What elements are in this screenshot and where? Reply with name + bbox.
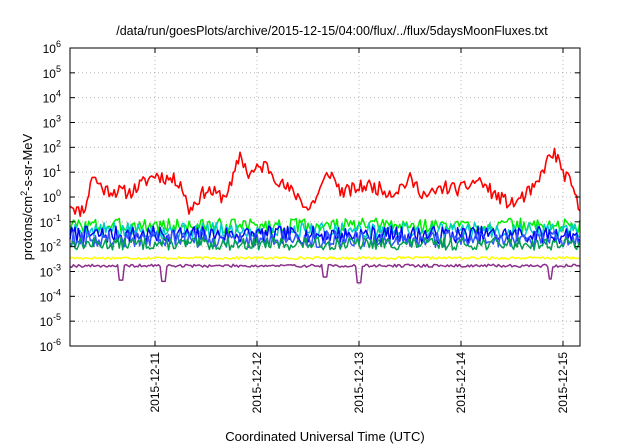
y-tick-label: 10-3 <box>40 263 61 280</box>
y-tick-base: 10 <box>43 42 57 56</box>
y-tick-label: 102 <box>43 138 61 155</box>
y-axis-title-part-1: protons/cm <box>20 196 35 260</box>
y-tick-label: 10-2 <box>40 238 61 255</box>
y-tick-label: 10-5 <box>40 312 61 329</box>
y-tick-base: 10 <box>40 290 54 304</box>
series-line-0 <box>69 147 581 217</box>
y-tick-exponent: 1 <box>56 163 61 173</box>
y-tick-label: 105 <box>43 64 61 81</box>
y-tick-label: 104 <box>43 89 61 106</box>
x-axis-title: Coordinated Universal Time (UTC) <box>225 429 424 444</box>
y-tick-base: 10 <box>40 266 54 280</box>
series-line-6 <box>69 256 581 260</box>
x-axis: 2015-12-11 2015-12-12 2015-12-13 2015-12-14… <box>148 48 570 413</box>
series-line-7 <box>69 263 581 284</box>
x-tick-label: 2015-12-15 <box>556 352 570 414</box>
y-tick-exponent: 4 <box>56 89 61 99</box>
x-tick-label: 2015-12-14 <box>454 352 468 414</box>
y-axis: 10-610-510-410-310-210-11001011021031041… <box>40 39 580 354</box>
y-tick-label: 100 <box>43 188 61 205</box>
y-tick-label: 101 <box>43 163 61 180</box>
y-axis-title-part-2: -s-sr-MeV <box>20 133 35 190</box>
y-axis-title: protons/cm2-s-sr-MeV <box>19 133 35 260</box>
chart-title: /data/run/goesPlots/archive/2015-12-15/0… <box>116 24 548 38</box>
y-tick-base: 10 <box>43 166 57 180</box>
y-tick-base: 10 <box>40 315 54 329</box>
y-tick-exponent: -5 <box>53 312 61 322</box>
y-tick-exponent: 0 <box>56 188 61 198</box>
y-tick-exponent: -6 <box>53 337 61 347</box>
y-tick-exponent: -4 <box>53 287 61 297</box>
y-tick-base: 10 <box>40 340 54 354</box>
y-tick-base: 10 <box>40 216 54 230</box>
series-line-5 <box>69 236 581 251</box>
y-tick-exponent: -1 <box>53 213 61 223</box>
y-tick-exponent: -2 <box>53 238 61 248</box>
y-tick-label: 10-4 <box>40 287 61 304</box>
y-tick-base: 10 <box>43 67 57 81</box>
y-tick-exponent: -3 <box>53 263 61 273</box>
y-tick-exponent: 5 <box>56 64 61 74</box>
y-tick-base: 10 <box>43 92 57 106</box>
y-axis-title-sup: 2 <box>19 191 29 196</box>
y-tick-label: 10-1 <box>40 213 61 230</box>
x-tick-label: 2015-12-13 <box>352 352 366 414</box>
y-tick-base: 10 <box>43 141 57 155</box>
y-tick-label: 106 <box>43 39 61 56</box>
y-tick-label: 10-6 <box>40 337 61 354</box>
series-line-4 <box>69 230 581 249</box>
y-tick-label: 103 <box>43 114 61 131</box>
x-tick-label: 2015-12-11 <box>148 352 162 413</box>
y-tick-base: 10 <box>43 191 57 205</box>
y-tick-base: 10 <box>40 241 54 255</box>
series-line-3 <box>69 225 581 245</box>
y-tick-base: 10 <box>43 117 57 131</box>
y-tick-exponent: 3 <box>56 114 61 124</box>
grid-lines <box>70 48 580 346</box>
x-tick-label: 2015-12-12 <box>250 352 264 414</box>
y-tick-exponent: 2 <box>56 138 61 148</box>
data-series <box>69 147 581 284</box>
y-tick-exponent: 6 <box>56 39 61 49</box>
